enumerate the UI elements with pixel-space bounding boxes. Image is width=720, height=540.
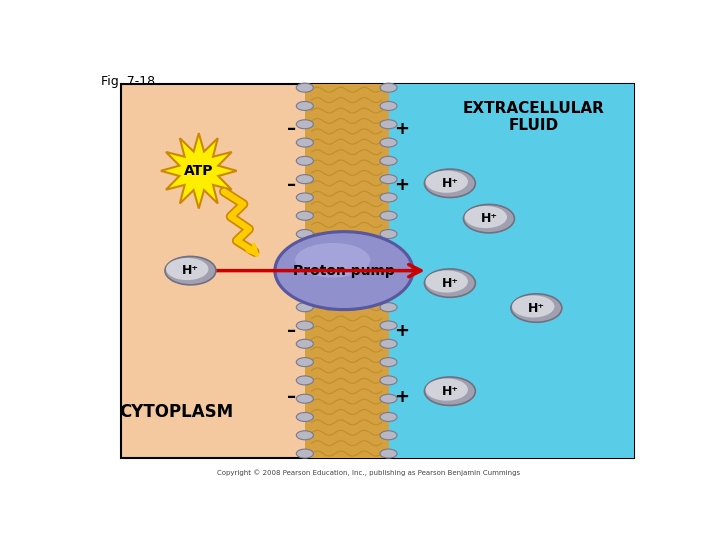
Ellipse shape bbox=[297, 83, 313, 92]
Text: H⁺: H⁺ bbox=[441, 276, 459, 289]
Ellipse shape bbox=[464, 206, 507, 228]
Ellipse shape bbox=[297, 120, 313, 129]
Text: –: – bbox=[287, 322, 297, 340]
Ellipse shape bbox=[297, 394, 313, 403]
Text: H⁺: H⁺ bbox=[528, 301, 545, 314]
Ellipse shape bbox=[297, 449, 313, 458]
Ellipse shape bbox=[297, 157, 313, 165]
Ellipse shape bbox=[380, 376, 397, 385]
Text: +: + bbox=[394, 388, 409, 407]
Ellipse shape bbox=[380, 357, 397, 367]
Ellipse shape bbox=[297, 230, 313, 239]
Ellipse shape bbox=[380, 266, 397, 275]
Text: +: + bbox=[394, 120, 409, 138]
Ellipse shape bbox=[297, 266, 313, 275]
Text: H⁺: H⁺ bbox=[441, 177, 459, 190]
Ellipse shape bbox=[425, 377, 475, 406]
Ellipse shape bbox=[297, 303, 313, 312]
Ellipse shape bbox=[380, 120, 397, 129]
Ellipse shape bbox=[166, 258, 209, 280]
Ellipse shape bbox=[425, 269, 475, 298]
Ellipse shape bbox=[380, 193, 397, 202]
Text: CYTOPLASM: CYTOPLASM bbox=[120, 403, 233, 421]
Ellipse shape bbox=[297, 357, 313, 367]
Text: H⁺: H⁺ bbox=[441, 384, 459, 397]
Ellipse shape bbox=[380, 174, 397, 184]
Ellipse shape bbox=[297, 413, 313, 422]
Ellipse shape bbox=[380, 449, 397, 458]
Text: ATP: ATP bbox=[184, 164, 214, 178]
Text: H⁺: H⁺ bbox=[182, 264, 199, 277]
Ellipse shape bbox=[426, 171, 468, 193]
Text: EXTRACELLULAR
FLUID: EXTRACELLULAR FLUID bbox=[463, 100, 605, 133]
Ellipse shape bbox=[295, 243, 370, 278]
Ellipse shape bbox=[380, 138, 397, 147]
Bar bbox=[389, 84, 634, 458]
Ellipse shape bbox=[426, 379, 468, 401]
Text: Copyright © 2008 Pearson Education, Inc., publishing as Pearson Benjamin Cumming: Copyright © 2008 Pearson Education, Inc.… bbox=[217, 469, 521, 476]
Ellipse shape bbox=[380, 102, 397, 111]
Text: +: + bbox=[394, 276, 409, 294]
Bar bbox=[121, 84, 634, 458]
Ellipse shape bbox=[165, 256, 216, 285]
Ellipse shape bbox=[297, 285, 313, 293]
Ellipse shape bbox=[380, 431, 397, 440]
Ellipse shape bbox=[297, 248, 313, 257]
Ellipse shape bbox=[512, 295, 554, 318]
Text: H⁺: H⁺ bbox=[480, 212, 498, 225]
Ellipse shape bbox=[297, 102, 313, 111]
Bar bbox=[305, 84, 389, 458]
Ellipse shape bbox=[380, 157, 397, 165]
Ellipse shape bbox=[380, 321, 397, 330]
Text: –: – bbox=[287, 177, 297, 194]
Ellipse shape bbox=[380, 413, 397, 422]
Ellipse shape bbox=[380, 211, 397, 220]
Ellipse shape bbox=[511, 294, 562, 322]
Ellipse shape bbox=[297, 321, 313, 330]
Text: Proton pump: Proton pump bbox=[293, 264, 395, 278]
Ellipse shape bbox=[297, 138, 313, 147]
Ellipse shape bbox=[297, 193, 313, 202]
Ellipse shape bbox=[380, 83, 397, 92]
Ellipse shape bbox=[426, 271, 468, 293]
Ellipse shape bbox=[297, 339, 313, 348]
Ellipse shape bbox=[464, 205, 514, 233]
Ellipse shape bbox=[380, 303, 397, 312]
Text: Fig. 7-18: Fig. 7-18 bbox=[101, 75, 156, 88]
Ellipse shape bbox=[380, 230, 397, 239]
Ellipse shape bbox=[380, 285, 397, 293]
Ellipse shape bbox=[276, 232, 413, 309]
Text: –: – bbox=[287, 120, 297, 138]
Ellipse shape bbox=[297, 376, 313, 385]
Ellipse shape bbox=[380, 248, 397, 257]
Polygon shape bbox=[161, 133, 237, 208]
Ellipse shape bbox=[274, 230, 415, 311]
Text: –: – bbox=[287, 388, 297, 407]
Text: +: + bbox=[394, 177, 409, 194]
Ellipse shape bbox=[380, 394, 397, 403]
Ellipse shape bbox=[297, 431, 313, 440]
Ellipse shape bbox=[297, 174, 313, 184]
Ellipse shape bbox=[425, 169, 475, 198]
Text: +: + bbox=[394, 322, 409, 340]
Ellipse shape bbox=[380, 339, 397, 348]
Ellipse shape bbox=[297, 211, 313, 220]
Text: –: – bbox=[287, 276, 297, 294]
